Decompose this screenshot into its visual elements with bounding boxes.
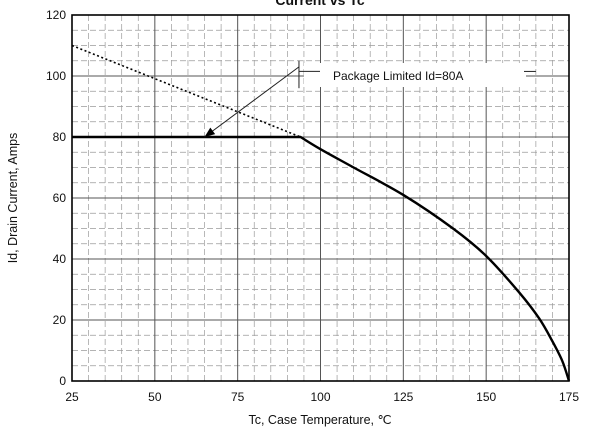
x-tick-label: 25 [65, 390, 79, 404]
y-axis-label: Id, Drain Current, Amps [6, 133, 20, 264]
y-axis-ticks: 0 20 40 60 80 100 120 [46, 8, 66, 388]
y-tick-label: 20 [53, 313, 67, 327]
series-line-dotted-extension [71, 44, 301, 138]
annotation-backdrop [304, 63, 526, 87]
annotation-layer: Package Limited Id=80A [204, 60, 536, 138]
y-tick-label: 80 [53, 130, 67, 144]
y-tick-label: 0 [59, 374, 66, 388]
x-axis-ticks: 25 50 75 100 125 150 175 [65, 390, 579, 404]
annotation-arrow-line [204, 66, 300, 138]
x-tick-label: 50 [148, 390, 162, 404]
x-tick-label: 175 [559, 390, 579, 404]
title-backdrop [240, 0, 400, 9]
series-layer [71, 44, 571, 382]
x-tick-label: 150 [476, 390, 496, 404]
y-tick-label: 120 [46, 8, 66, 22]
x-tick-label: 100 [310, 390, 330, 404]
x-tick-label: 75 [231, 390, 245, 404]
annotation-package-limited: Package Limited Id=80A [333, 69, 463, 83]
x-axis-label: Tc, Case Temperature, ℃ [248, 413, 391, 427]
x-tick-label: 125 [393, 390, 413, 404]
y-tick-label: 40 [53, 252, 67, 266]
plot-frame [71, 14, 570, 382]
annotation-arrowhead [204, 127, 216, 137]
chart-title: Current vs Tc [275, 0, 364, 8]
series-line-drain-current [72, 135, 571, 382]
y-tick-label: 60 [53, 191, 67, 205]
y-tick-label: 100 [46, 69, 66, 83]
